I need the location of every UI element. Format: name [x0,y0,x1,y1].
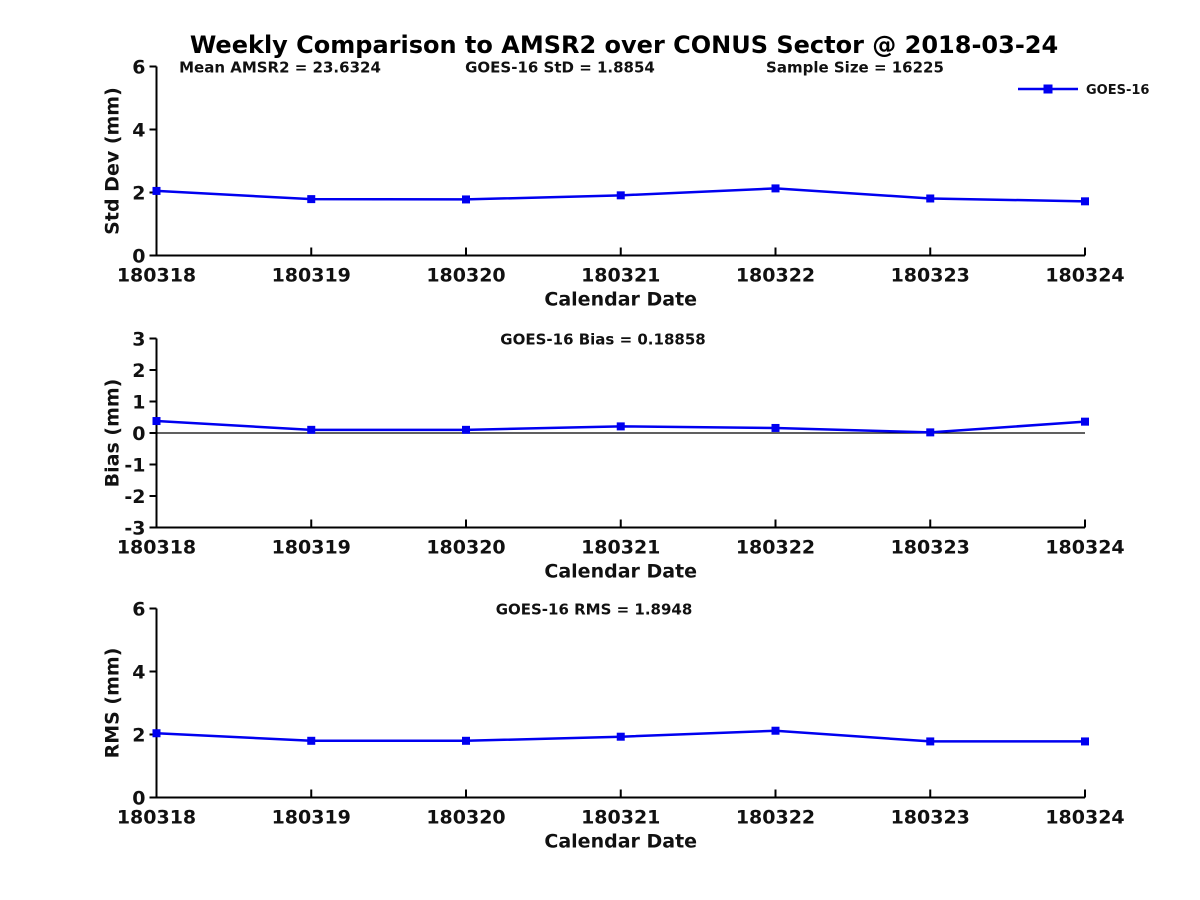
x-tick-label: 180318 [117,537,196,559]
y-tick-label: 0 [132,423,145,445]
series-marker [926,737,935,746]
subplot-annotation: GOES-16 RMS = 1.8948 [496,601,693,619]
series-marker [616,732,625,741]
x-tick-label: 180319 [272,537,351,559]
y-axis-label: Bias (mm) [102,379,124,488]
series-marker [152,186,161,195]
y-axis-label: Std Dev (mm) [102,87,124,235]
series-marker [1081,197,1089,206]
x-tick-label: 180322 [736,265,815,287]
y-tick-label: -1 [124,455,145,477]
series-marker [462,736,470,745]
series-marker [616,422,625,431]
series-marker [926,194,935,203]
y-tick-label: 0 [132,246,145,268]
x-tick-label: 180323 [891,807,970,829]
series-marker [771,726,780,735]
y-tick-label: 2 [132,183,145,205]
y-tick-label: 0 [132,788,145,810]
y-axis-label: RMS (mm) [102,648,124,759]
series-marker [152,417,161,426]
legend-label: GOES-16 [1086,83,1149,98]
x-axis-label: Calendar Date [544,289,697,311]
x-tick-label: 180324 [1045,265,1124,287]
x-tick-label: 180323 [891,265,970,287]
x-axis-label: Calendar Date [544,561,697,583]
x-tick-label: 180322 [736,807,815,829]
x-tick-label: 180319 [272,265,351,287]
y-tick-label: 1 [132,392,145,414]
x-tick-label: 180321 [581,537,660,559]
x-tick-label: 180321 [581,807,660,829]
y-tick-label: 2 [132,360,145,382]
series-marker [616,191,625,200]
subplot-annotation: GOES-16 StD = 1.8854 [465,59,655,77]
x-tick-label: 180321 [581,265,660,287]
y-tick-label: 2 [132,725,145,747]
series-marker [462,425,470,434]
legend-marker [1043,84,1053,94]
x-tick-label: 180320 [426,807,505,829]
series-marker [1081,737,1089,746]
subplot-3 [149,607,1089,799]
x-tick-label: 180324 [1045,537,1124,559]
subplot-1 [149,65,1089,257]
series-marker [462,195,470,204]
figure-title: Weekly Comparison to AMSR2 over CONUS Se… [190,31,1058,59]
series-marker [1081,417,1089,426]
x-tick-label: 180320 [426,537,505,559]
y-tick-label: 6 [132,599,145,621]
series-marker [307,736,316,745]
x-tick-label: 180319 [272,807,351,829]
series-marker [307,195,316,204]
subplot-annotation: Sample Size = 16225 [766,59,944,77]
x-tick-label: 180322 [736,537,815,559]
series-marker [152,729,161,738]
y-tick-label: 6 [132,57,145,79]
subplot-annotation: GOES-16 Bias = 0.18858 [500,331,705,349]
y-tick-label: -2 [124,486,145,508]
x-axis-label: Calendar Date [544,831,697,853]
series-marker [771,184,780,193]
series-marker [307,425,316,434]
y-tick-label: 3 [132,329,145,351]
x-tick-label: 180318 [117,807,196,829]
x-tick-label: 180320 [426,265,505,287]
y-tick-label: 4 [132,120,145,142]
x-tick-label: 180324 [1045,807,1124,829]
subplot-annotation: Mean AMSR2 = 23.6324 [179,59,381,77]
series-marker [926,428,935,437]
subplot-2 [149,337,1089,529]
x-tick-label: 180318 [117,265,196,287]
series-marker [771,423,780,432]
y-tick-label: 4 [132,662,145,684]
y-tick-label: -3 [124,518,145,540]
x-tick-label: 180323 [891,537,970,559]
